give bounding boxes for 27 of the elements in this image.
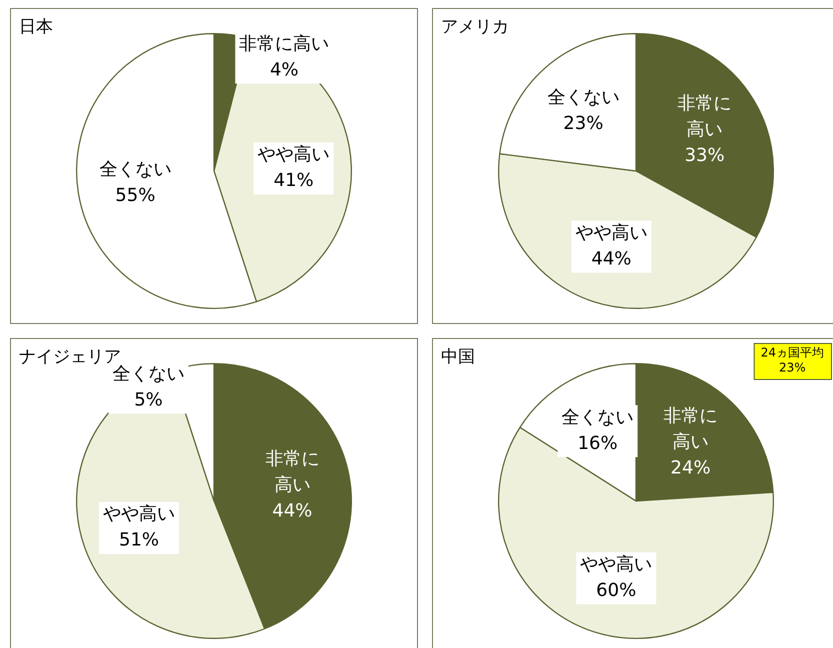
data-label: 33% [684, 145, 725, 166]
slice-label: やや高い [258, 144, 330, 166]
data-label: 55% [115, 185, 156, 206]
data-label: 23% [563, 112, 604, 134]
slice-label: 非常に高い [664, 406, 718, 453]
slice-label: 非常に高い [678, 93, 732, 140]
data-label: 41% [274, 170, 314, 192]
text: 24ヵ国平均 23% [760, 346, 824, 375]
chart-title: 日本 [19, 16, 53, 38]
slice-label: 全くない [547, 86, 620, 108]
data-label: 16% [578, 432, 618, 454]
slice-label: 全くない [562, 406, 634, 428]
data-label: 4% [270, 59, 298, 80]
slice-label: 非常に高い [239, 33, 330, 54]
slice-label: やや高い [575, 222, 648, 244]
data-label: 51% [119, 530, 160, 551]
slice-label: 非常に高い [265, 448, 320, 496]
slice-label: 全くない [99, 159, 172, 180]
slice-label: やや高い [103, 504, 176, 525]
data-label: 44% [272, 500, 312, 522]
chart-title: アメリカ [441, 16, 509, 38]
data-label: 44% [591, 248, 632, 270]
data-label: 60% [596, 580, 636, 601]
chart-title: 中国 [441, 346, 475, 368]
slice-label: やや高い [580, 554, 652, 575]
data-label: 24% [670, 458, 711, 479]
data-label: 5% [134, 389, 163, 410]
